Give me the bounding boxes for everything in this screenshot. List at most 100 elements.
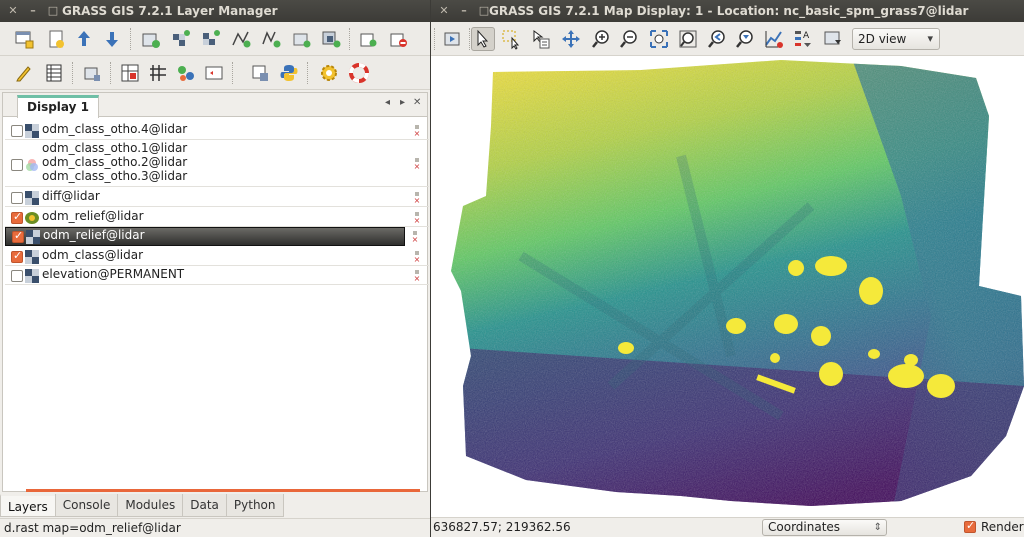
zoom-out-icon[interactable] — [617, 27, 641, 51]
add-raster-icon[interactable] — [139, 27, 163, 51]
shaded-relief-icon — [25, 212, 39, 224]
layer-row[interactable]: odm_class@lidar × — [5, 247, 429, 266]
tab-console[interactable]: Console — [54, 494, 119, 517]
load-workspace-icon[interactable] — [72, 27, 96, 51]
map-display-titlebar[interactable]: ✕ – □ GRASS GIS 7.2.1 Map Display: 1 - L… — [431, 0, 1024, 22]
layer-row[interactable]: odm_relief@lidar × — [5, 208, 429, 227]
add-overlay-icon[interactable] — [289, 27, 313, 51]
tab-prev-icon[interactable]: ◂ — [385, 97, 391, 108]
tab-modules[interactable]: Modules — [117, 494, 184, 517]
layer-visibility-checkbox[interactable] — [11, 159, 23, 171]
layer-remove-icon[interactable]: × — [413, 158, 421, 171]
layer-name: odm_relief@lidar — [43, 228, 145, 242]
query-icon[interactable] — [529, 27, 553, 51]
lidar-map-image — [451, 60, 1024, 506]
map-canvas[interactable] — [431, 56, 1024, 517]
layer-remove-icon[interactable]: × — [413, 212, 421, 225]
layer-name: odm_class_otho.1@lidar — [42, 141, 188, 155]
add-command-icon[interactable] — [356, 27, 380, 51]
pan-icon[interactable] — [559, 27, 583, 51]
layer-row[interactable]: odm_class_otho.4@lidar × — [5, 121, 429, 140]
layer-name: odm_relief@lidar — [42, 209, 144, 223]
layer-manager-toolbar-2 — [0, 56, 430, 90]
layer-visibility-checkbox[interactable] — [12, 229, 24, 243]
tab-display-1[interactable]: Display 1 — [17, 95, 99, 118]
view-mode-select[interactable]: 2D view — [852, 28, 940, 50]
layer-visibility-checkbox[interactable] — [11, 125, 23, 137]
analyze-icon[interactable] — [762, 27, 786, 51]
tab-python[interactable]: Python — [225, 494, 284, 517]
attribute-table-icon[interactable] — [42, 61, 66, 85]
save-display-icon[interactable] — [821, 27, 845, 51]
minimize-window-button[interactable]: – — [30, 4, 36, 17]
map-display-window: ✕ – □ GRASS GIS 7.2.1 Map Display: 1 - L… — [431, 0, 1024, 537]
graphical-modeler-icon[interactable] — [174, 61, 198, 85]
render-map-icon[interactable] — [441, 27, 465, 51]
close-window-button[interactable]: ✕ — [439, 4, 449, 17]
new-display-icon[interactable] — [12, 27, 36, 51]
zoom-menu-icon[interactable] — [733, 27, 757, 51]
layer-visibility-checkbox[interactable] — [11, 210, 23, 224]
close-window-button[interactable]: ✕ — [8, 4, 18, 17]
edit-vector-icon[interactable] — [12, 61, 36, 85]
layer-row-selected[interactable]: odm_relief@lidar — [5, 227, 405, 246]
maximize-window-button[interactable]: □ — [478, 4, 490, 17]
raster-layer-icon — [25, 191, 39, 205]
layer-visibility-checkbox[interactable] — [11, 249, 23, 263]
tab-data[interactable]: Data — [182, 494, 227, 517]
raster-layer-icon — [26, 230, 40, 244]
map-statusbar: 636827.57; 219362.56 Coordinates Render — [431, 517, 1024, 537]
layer-visibility-checkbox[interactable] — [11, 270, 23, 282]
launch-script-icon[interactable] — [248, 61, 272, 85]
add-vector-misc-icon[interactable] — [259, 27, 283, 51]
new-workspace-icon[interactable] — [44, 27, 68, 51]
layer-name: odm_class_otho.2@lidar — [42, 155, 188, 169]
map-toolbar: A 2D view — [431, 22, 1024, 56]
layer-remove-icon[interactable]: × — [413, 125, 421, 138]
python-shell-icon[interactable] — [277, 61, 301, 85]
select-icon[interactable] — [499, 27, 523, 51]
raster-calc-icon[interactable] — [118, 61, 142, 85]
add-vector-icon[interactable] — [229, 27, 253, 51]
layer-remove-icon[interactable]: × — [413, 270, 421, 283]
tab-next-icon[interactable]: ▸ — [400, 97, 406, 108]
remove-layer-icon[interactable] — [386, 27, 410, 51]
add-raster-overlay-icon[interactable] — [199, 27, 223, 51]
coordinates-readout: 636827.57; 219362.56 — [433, 520, 571, 534]
progress-bar — [26, 489, 420, 492]
decoration-icon[interactable]: A — [791, 27, 815, 51]
pointer-icon[interactable] — [471, 27, 495, 51]
layer-remove-icon[interactable]: × — [411, 231, 419, 244]
maximize-window-button[interactable]: □ — [47, 4, 59, 17]
map-calculator-icon[interactable] — [80, 61, 104, 85]
rgb-layer-icon — [26, 159, 38, 171]
layer-row[interactable]: diff@lidar × — [5, 188, 429, 207]
zoom-extent-icon[interactable] — [647, 27, 671, 51]
layer-name: diff@lidar — [42, 189, 100, 203]
help-lifebuoy-icon[interactable] — [347, 61, 371, 85]
settings-icon[interactable] — [317, 61, 341, 85]
layer-row[interactable]: elevation@PERMANENT × — [5, 266, 429, 285]
layer-name: odm_class@lidar — [42, 248, 144, 262]
cartographic-composer-icon[interactable] — [202, 61, 226, 85]
zoom-in-icon[interactable] — [589, 27, 613, 51]
add-group-icon[interactable] — [319, 27, 343, 51]
minimize-window-button[interactable]: – — [461, 4, 467, 17]
layer-remove-icon[interactable]: × — [413, 192, 421, 205]
raster-layer-icon — [25, 124, 39, 138]
zoom-region-icon[interactable] — [676, 27, 700, 51]
save-workspace-icon[interactable] — [100, 27, 124, 51]
layer-row[interactable]: odm_class_otho.1@lidar odm_class_otho.2@… — [5, 141, 429, 187]
render-checkbox[interactable] — [964, 519, 976, 533]
tab-close-icon[interactable]: ✕ — [413, 97, 422, 108]
zoom-back-icon[interactable] — [705, 27, 729, 51]
add-raster-misc-icon[interactable] — [169, 27, 193, 51]
layer-visibility-checkbox[interactable] — [11, 192, 23, 204]
raster-layer-icon — [25, 250, 39, 264]
grid-icon[interactable] — [146, 61, 170, 85]
layer-remove-icon[interactable]: × — [413, 251, 421, 264]
layer-manager-titlebar[interactable]: ✕ – □ GRASS GIS 7.2.1 Layer Manager — [0, 0, 430, 22]
command-status: d.rast map=odm_relief@lidar — [0, 518, 430, 537]
tab-layers[interactable]: Layers — [0, 494, 56, 517]
statusbar-mode-select[interactable]: Coordinates — [762, 519, 887, 536]
